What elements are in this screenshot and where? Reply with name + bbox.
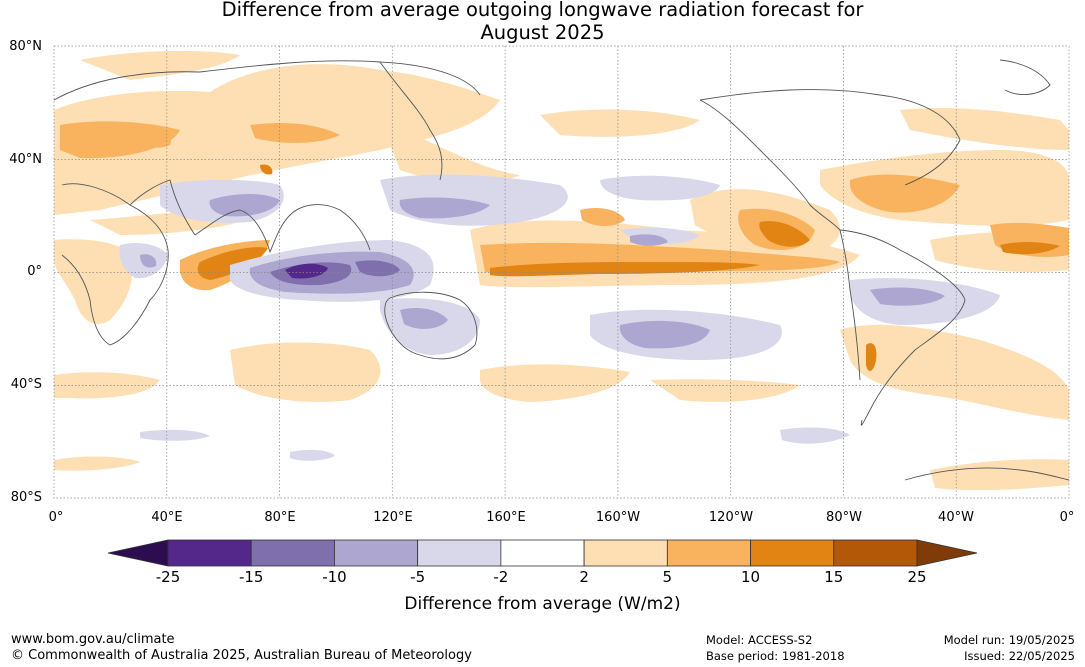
lon-label-0-right: 0° (1059, 510, 1075, 525)
lon-label-80e: 80°E (264, 510, 296, 525)
lat-label-80n: 80°N (9, 39, 42, 54)
lon-label-40w: 40°W (938, 510, 974, 525)
lat-label-40n: 40°N (9, 152, 42, 167)
colorbar-segment (417, 539, 502, 567)
footer-copyright: © Commonwealth of Australia 2025, Austra… (11, 648, 472, 663)
anomaly-negative-extreme (285, 263, 328, 279)
colorbar-label: Difference from average (W/m2) (404, 594, 681, 614)
colorbar-tick-label: 25 (907, 568, 927, 586)
lon-label-0-left: 0° (48, 510, 64, 525)
colorbar-tick-label: -25 (155, 568, 181, 586)
colorbar-segment (167, 539, 252, 567)
colorbar-segment (750, 539, 835, 567)
colorbar-extend-low (107, 539, 169, 567)
lon-label-120w: 120°W (708, 510, 754, 525)
colorbar-tick-label: -5 (410, 568, 426, 586)
lon-label-80w: 80°W (826, 510, 862, 525)
colorbar-tick-label: -2 (493, 568, 509, 586)
title-line-2: August 2025 (480, 21, 605, 44)
colorbar-segment (833, 539, 918, 567)
map-frame (53, 45, 1070, 499)
colorbar-segment (500, 539, 585, 567)
colorbar-tick-label: -15 (238, 568, 264, 586)
anomaly-positive-strong (197, 164, 1060, 372)
footer-base-period: Base period: 1981-2018 (706, 649, 845, 663)
colorbar-extend-high (916, 539, 978, 567)
footer-model-run: Model run: 19/05/2025 (943, 633, 1075, 647)
lat-label-equator: 0° (27, 264, 42, 279)
lat-label-80s: 80°S (10, 490, 42, 505)
anomaly-map (53, 45, 1070, 499)
colorbar-tick-label: 2 (579, 568, 589, 586)
colorbar-tick-label: 15 (824, 568, 844, 586)
colorbar-tick-label: 10 (741, 568, 761, 586)
colorbar-tick-label: -10 (322, 568, 347, 586)
coastlines (54, 59, 1069, 481)
lon-label-40e: 40°E (151, 510, 183, 525)
footer-website[interactable]: www.bom.gov.au/climate (11, 632, 175, 647)
lon-label-160w: 160°W (595, 510, 641, 525)
colorbar-segment (666, 539, 751, 567)
colorbar-tick-label: 5 (662, 568, 673, 586)
colorbar (107, 539, 978, 567)
footer-issued: Issued: 22/05/2025 (964, 649, 1075, 663)
title-line-1: Difference from average outgoing longwav… (221, 0, 864, 21)
colorbar-segment (250, 539, 335, 567)
lon-label-120e: 120°E (373, 510, 413, 525)
gridlines (54, 46, 1069, 498)
colorbar-segment (334, 539, 419, 567)
footer-model: Model: ACCESS-S2 (706, 633, 813, 647)
map-title: Difference from average outgoing longwav… (0, 0, 1085, 44)
colorbar-segment (583, 539, 668, 567)
lat-label-40s: 40°S (10, 377, 42, 392)
lon-label-160e: 160°E (486, 510, 526, 525)
